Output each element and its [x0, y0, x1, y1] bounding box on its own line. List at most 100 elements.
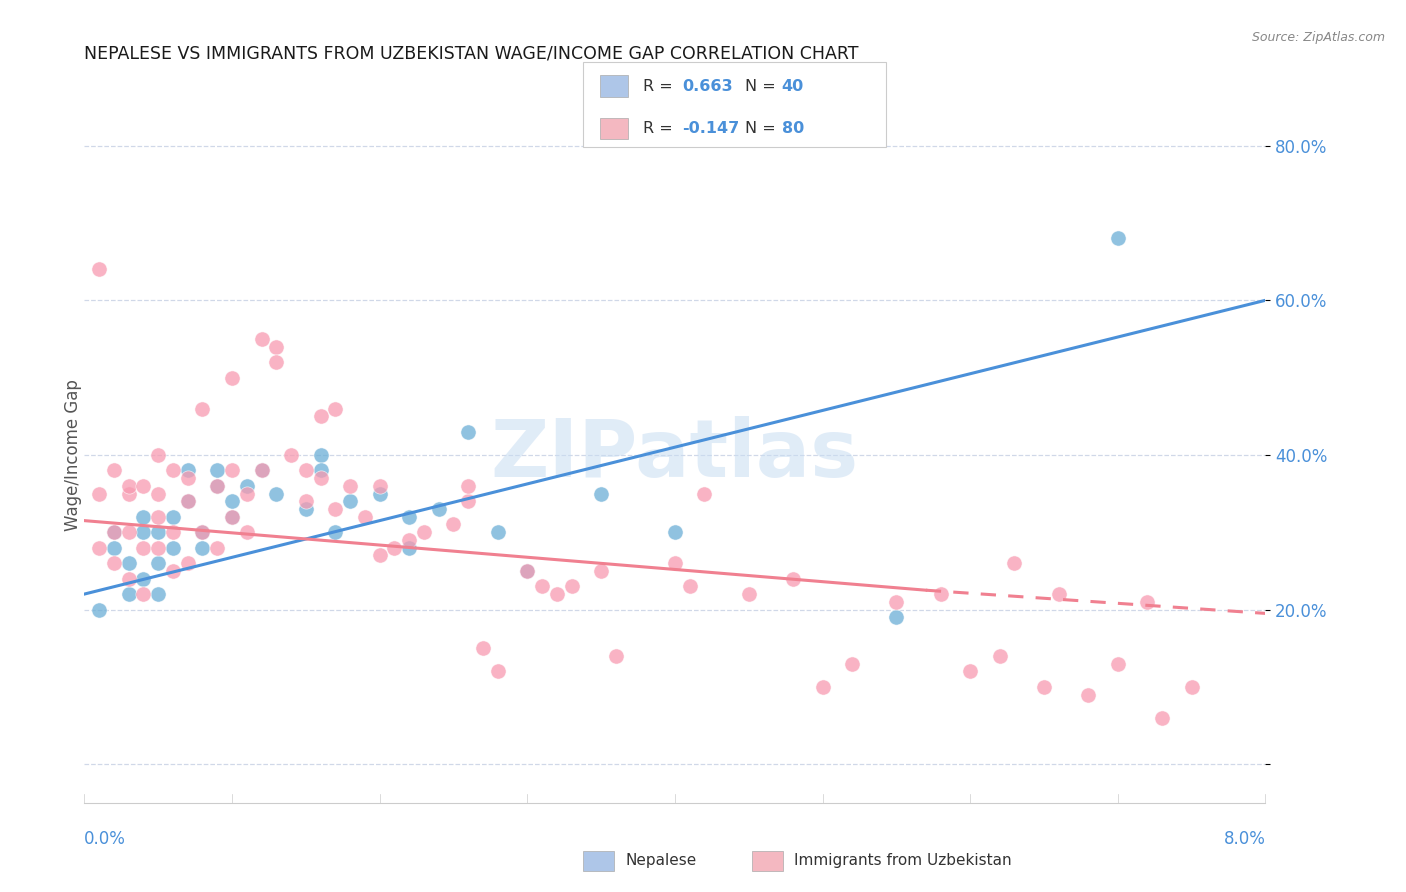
Point: [177, 494, 200, 508]
Point: [841, 657, 863, 671]
Point: [516, 564, 538, 578]
Point: [235, 479, 259, 493]
Point: [221, 463, 243, 477]
Point: [664, 556, 686, 570]
Point: [531, 579, 554, 593]
Point: [132, 541, 155, 555]
Point: [250, 332, 273, 346]
Point: [148, 587, 170, 601]
Point: [323, 401, 347, 416]
Point: [737, 587, 759, 601]
Text: 40: 40: [782, 78, 804, 94]
Point: [1077, 688, 1099, 702]
Point: [1107, 231, 1129, 245]
Point: [486, 525, 509, 540]
Point: [339, 479, 361, 493]
Point: [235, 525, 259, 540]
Text: 0.663: 0.663: [682, 78, 733, 94]
Point: [205, 479, 228, 493]
Point: [959, 665, 981, 679]
Point: [591, 564, 613, 578]
Point: [118, 587, 141, 601]
Point: [87, 486, 111, 500]
Point: [132, 509, 155, 524]
Point: [693, 486, 716, 500]
Point: [205, 479, 228, 493]
Point: [118, 556, 141, 570]
Text: Immigrants from Uzbekistan: Immigrants from Uzbekistan: [794, 854, 1012, 868]
Point: [472, 641, 495, 656]
Point: [1107, 657, 1129, 671]
Point: [162, 564, 184, 578]
Point: [264, 486, 288, 500]
Point: [1032, 680, 1054, 694]
Point: [443, 517, 465, 532]
Point: [177, 463, 200, 477]
Point: [309, 471, 332, 485]
Point: [398, 509, 420, 524]
Point: [264, 355, 288, 369]
Point: [103, 541, 125, 555]
Text: Source: ZipAtlas.com: Source: ZipAtlas.com: [1251, 31, 1385, 45]
Text: N =: N =: [745, 121, 782, 136]
Point: [148, 448, 170, 462]
Point: [457, 425, 479, 439]
Text: Nepalese: Nepalese: [626, 854, 697, 868]
Point: [323, 502, 347, 516]
Point: [162, 541, 184, 555]
Point: [177, 556, 200, 570]
Point: [250, 463, 273, 477]
Point: [664, 525, 686, 540]
Point: [929, 587, 952, 601]
Point: [457, 479, 479, 493]
Point: [486, 665, 509, 679]
Point: [132, 479, 155, 493]
Point: [132, 572, 155, 586]
Text: N =: N =: [745, 78, 782, 94]
Point: [87, 541, 111, 555]
Point: [368, 486, 391, 500]
Text: 8.0%: 8.0%: [1223, 830, 1265, 847]
Point: [191, 541, 214, 555]
Point: [546, 587, 568, 601]
Point: [1180, 680, 1202, 694]
Point: [309, 448, 332, 462]
Text: 0.0%: 0.0%: [84, 830, 127, 847]
Point: [295, 502, 318, 516]
Point: [118, 525, 141, 540]
Point: [886, 610, 908, 624]
Point: [516, 564, 538, 578]
Point: [148, 541, 170, 555]
Point: [148, 486, 170, 500]
Point: [191, 525, 214, 540]
Point: [295, 494, 318, 508]
Point: [221, 509, 243, 524]
Point: [132, 525, 155, 540]
Point: [368, 479, 391, 493]
Point: [398, 533, 420, 547]
Text: 80: 80: [782, 121, 804, 136]
Point: [118, 479, 141, 493]
Point: [1136, 595, 1159, 609]
Point: [148, 525, 170, 540]
Point: [250, 463, 273, 477]
Point: [103, 463, 125, 477]
Point: [162, 509, 184, 524]
Point: [148, 509, 170, 524]
Point: [309, 463, 332, 477]
Point: [191, 401, 214, 416]
Point: [162, 463, 184, 477]
Point: [886, 595, 908, 609]
Point: [205, 463, 228, 477]
Point: [605, 648, 627, 663]
Point: [560, 579, 583, 593]
Point: [1047, 587, 1070, 601]
Point: [221, 509, 243, 524]
Point: [103, 525, 125, 540]
Point: [679, 579, 702, 593]
Point: [295, 463, 318, 477]
Point: [103, 525, 125, 540]
Point: [591, 486, 613, 500]
Text: ZIPatlas: ZIPatlas: [491, 416, 859, 494]
Point: [811, 680, 834, 694]
